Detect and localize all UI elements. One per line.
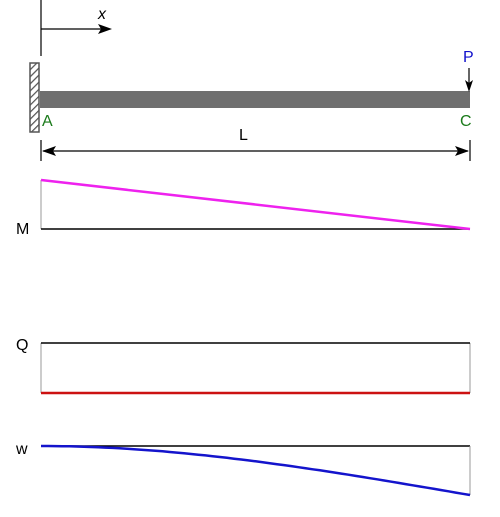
x-arrow-head	[98, 24, 112, 34]
dim-arrow-right	[455, 146, 469, 156]
deflection-curve	[41, 444, 471, 497]
load-arrow-head	[465, 80, 473, 92]
x-axis-indicator: x	[40, 0, 112, 56]
deflection-diagram: w	[15, 441, 471, 497]
moment-diagram: M	[16, 178, 471, 238]
beam	[40, 91, 470, 108]
x-axis-label: x	[97, 6, 107, 23]
support-label-a: A	[42, 113, 53, 130]
shear-diagram: Q	[16, 337, 471, 395]
support-label-c: C	[460, 113, 472, 130]
shear-label: Q	[16, 337, 28, 354]
moment-label: M	[16, 221, 29, 238]
fixed-support	[29, 62, 40, 133]
length-label: L	[239, 127, 248, 144]
point-load: P	[463, 49, 474, 92]
deflection-label: w	[15, 441, 28, 458]
dim-arrow-left	[42, 146, 56, 156]
moment-curve	[40, 178, 471, 231]
length-dimension: L	[40, 127, 471, 161]
load-label: P	[463, 49, 474, 66]
